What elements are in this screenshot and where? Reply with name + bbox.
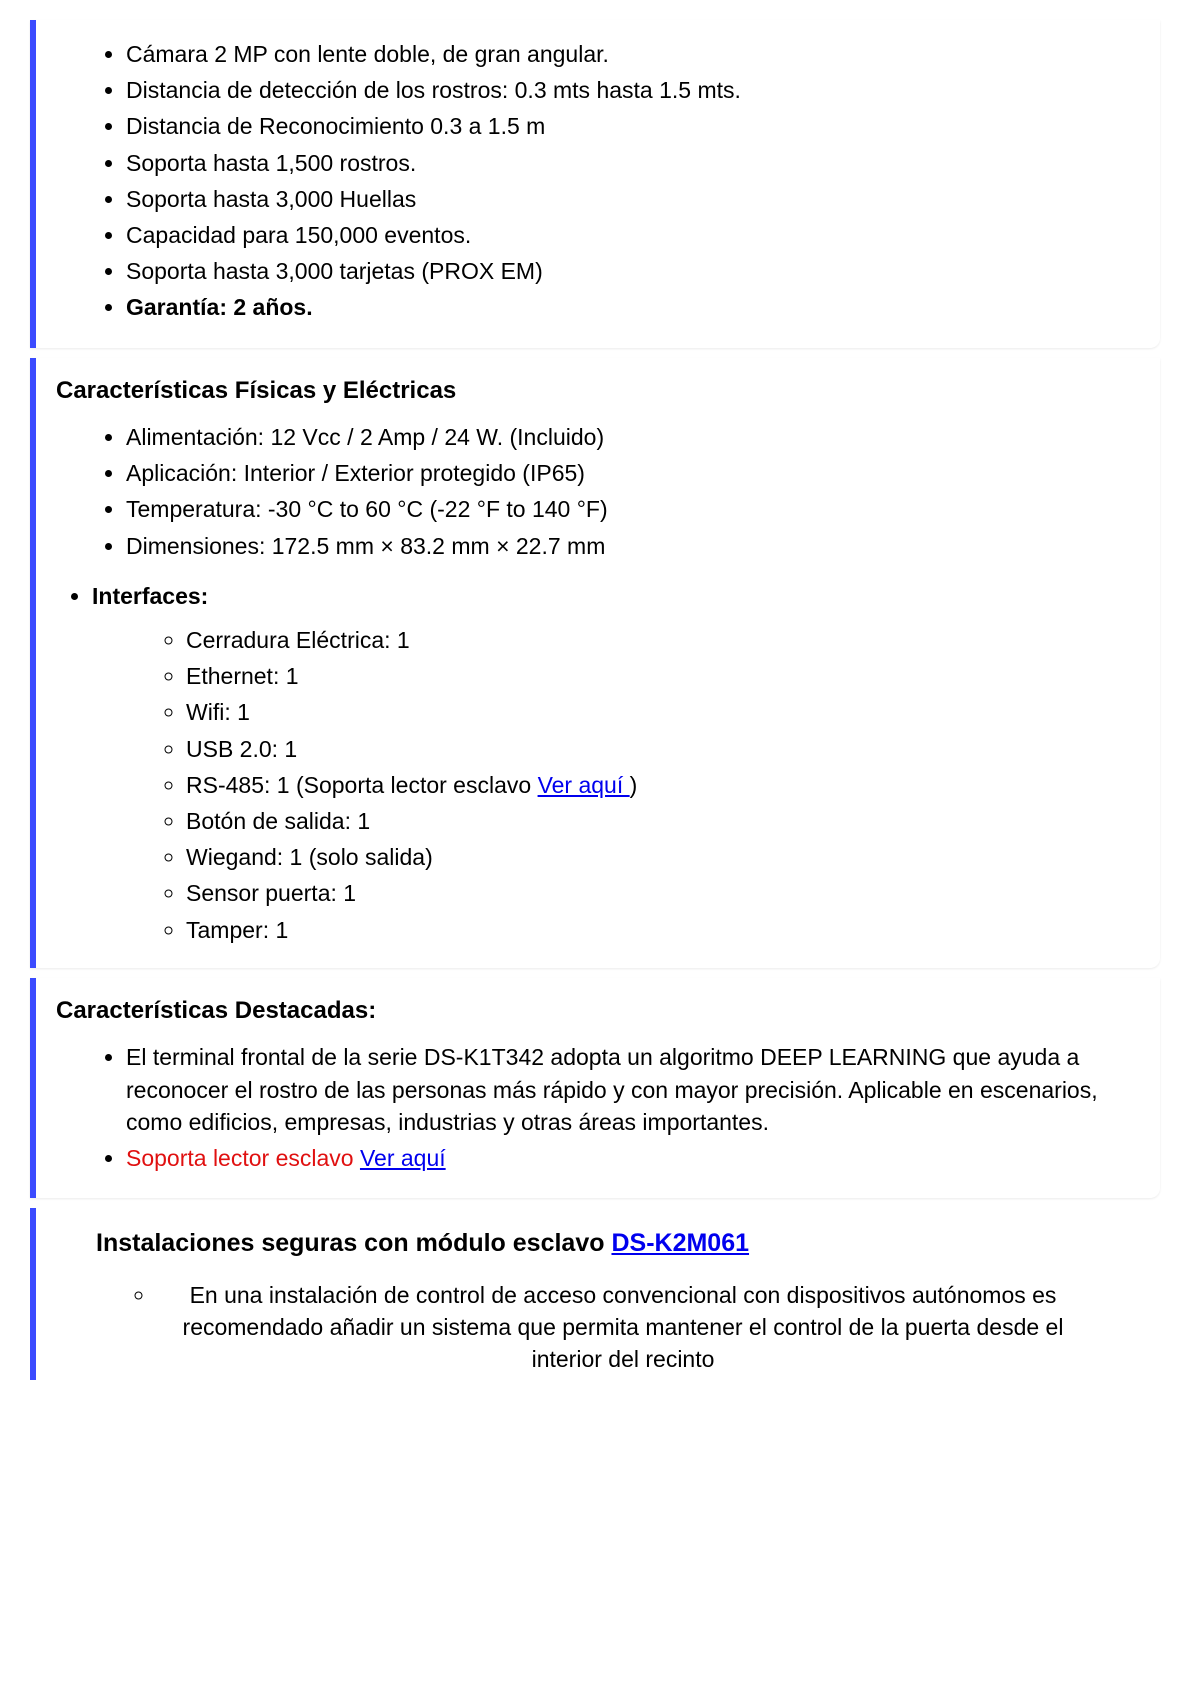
rs485-suffix: ) xyxy=(630,772,638,798)
list-item: Tamper: 1 xyxy=(186,914,1140,946)
install-body: En una instalación de control de acceso … xyxy=(156,1279,1130,1376)
section-heading: Características Físicas y Eléctricas xyxy=(56,374,1140,408)
install-module-link[interactable]: DS-K2M061 xyxy=(611,1229,749,1257)
interfaces-list: Cerradura Eléctrica: 1 Ethernet: 1 Wifi:… xyxy=(126,624,1140,946)
interfaces-heading-list: Interfaces: xyxy=(56,580,1140,612)
features-list: El terminal frontal de la serie DS-K1T34… xyxy=(56,1041,1140,1174)
rs485-prefix: RS-485: 1 (Soporta lector esclavo xyxy=(186,772,538,798)
spec-list-1: Cámara 2 MP con lente doble, de gran ang… xyxy=(56,38,1140,324)
list-item: Wiegand: 1 (solo salida) xyxy=(186,841,1140,873)
specs-block-1: Cámara 2 MP con lente doble, de gran ang… xyxy=(30,20,1160,348)
warranty-item: Garantía: 2 años. xyxy=(126,291,1140,323)
list-item: Soporta hasta 3,000 Huellas xyxy=(126,183,1140,215)
list-item: Distancia de Reconocimiento 0.3 a 1.5 m xyxy=(126,110,1140,142)
list-item: Soporta hasta 1,500 rostros. xyxy=(126,147,1140,179)
list-item: Botón de salida: 1 xyxy=(186,805,1140,837)
list-item: Dimensiones: 172.5 mm × 83.2 mm × 22.7 m… xyxy=(126,530,1140,562)
slave-reader-prefix: Soporta lector esclavo xyxy=(126,1145,360,1171)
list-item-slave-reader: Soporta lector esclavo Ver aquí xyxy=(126,1142,1140,1174)
list-item: Temperatura: -30 °C to 60 °C (-22 °F to … xyxy=(126,493,1140,525)
rs485-link[interactable]: Ver aquí xyxy=(538,772,630,798)
install-list: En una instalación de control de acceso … xyxy=(96,1279,1130,1376)
install-block: Instalaciones seguras con módulo esclavo… xyxy=(30,1208,1160,1380)
list-item: Ethernet: 1 xyxy=(186,660,1140,692)
install-heading-prefix: Instalaciones seguras con módulo esclavo xyxy=(96,1229,611,1257)
interfaces-label: Interfaces: xyxy=(92,580,1140,612)
list-item: El terminal frontal de la serie DS-K1T34… xyxy=(126,1041,1140,1138)
install-heading: Instalaciones seguras con módulo esclavo… xyxy=(96,1226,1130,1261)
features-block: Características Destacadas: El terminal … xyxy=(30,978,1160,1198)
list-item: Cámara 2 MP con lente doble, de gran ang… xyxy=(126,38,1140,70)
list-item: Capacidad para 150,000 eventos. xyxy=(126,219,1140,251)
list-item: Aplicación: Interior / Exterior protegid… xyxy=(126,457,1140,489)
physical-list: Alimentación: 12 Vcc / 2 Amp / 24 W. (In… xyxy=(56,421,1140,562)
list-item: Alimentación: 12 Vcc / 2 Amp / 24 W. (In… xyxy=(126,421,1140,453)
section-heading: Características Destacadas: xyxy=(56,994,1140,1028)
list-item: USB 2.0: 1 xyxy=(186,733,1140,765)
list-item: Sensor puerta: 1 xyxy=(186,877,1140,909)
list-item: Soporta hasta 3,000 tarjetas (PROX EM) xyxy=(126,255,1140,287)
slave-reader-link[interactable]: Ver aquí xyxy=(360,1145,446,1171)
list-item: Cerradura Eléctrica: 1 xyxy=(186,624,1140,656)
list-item: Wifi: 1 xyxy=(186,696,1140,728)
list-item: Distancia de detección de los rostros: 0… xyxy=(126,74,1140,106)
list-item-rs485: RS-485: 1 (Soporta lector esclavo Ver aq… xyxy=(186,769,1140,801)
specs-block-physical: Características Físicas y Eléctricas Ali… xyxy=(30,358,1160,968)
